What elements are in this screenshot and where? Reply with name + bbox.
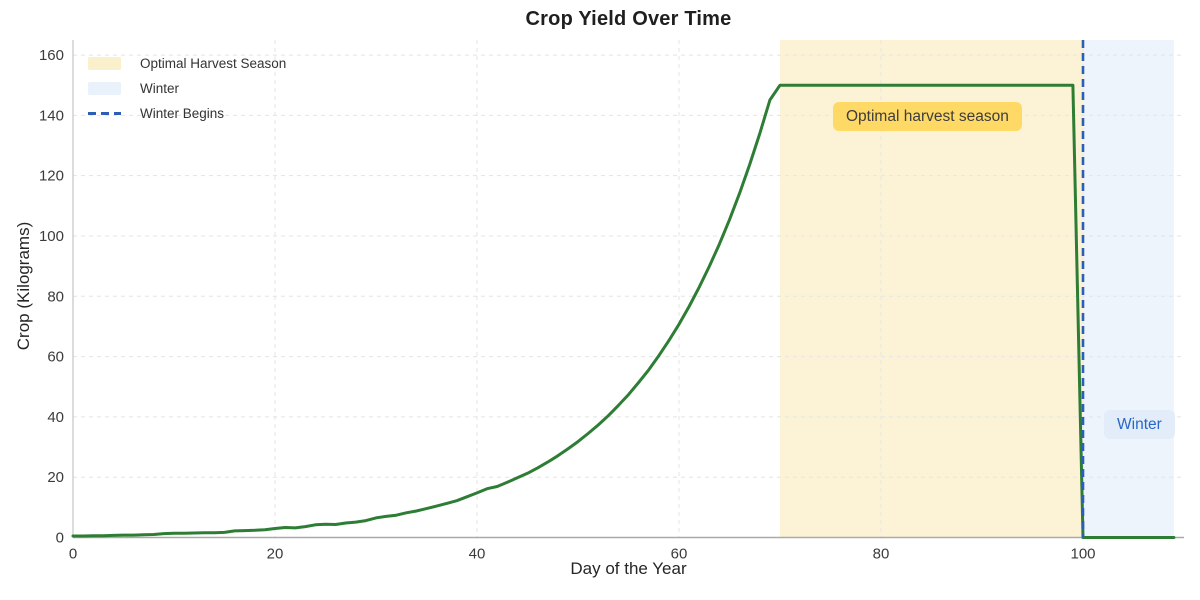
y-tick-label: 60 <box>47 349 64 366</box>
x-axis-label: Day of the Year <box>570 559 687 578</box>
crop-yield-line <box>71 83 1176 539</box>
y-tick-label: 80 <box>47 288 64 305</box>
harvest-annotation-label: Optimal harvest season <box>833 102 1022 131</box>
harvest-season-swatch-icon <box>88 56 121 70</box>
y-tick-label: 0 <box>56 530 64 547</box>
y-tick-label: 160 <box>39 47 64 64</box>
y-tick-label: 40 <box>47 409 64 426</box>
legend-item-winter-begins: Winter Begins <box>88 104 286 122</box>
y-tick-label: 120 <box>39 168 64 185</box>
y-tick-label: 140 <box>39 107 64 124</box>
legend-label: Winter Begins <box>140 105 225 121</box>
winter-swatch-icon <box>88 81 121 95</box>
legend: Optimal Harvest Season Winter Winter Beg… <box>88 54 286 122</box>
x-tick-label: 100 <box>1070 546 1095 563</box>
winter-region <box>1083 40 1174 538</box>
winter-begins-dash-icon <box>88 111 121 115</box>
x-tick-label: 80 <box>873 546 890 563</box>
chart-title: Crop Yield Over Time <box>525 8 732 30</box>
legend-label: Optimal Harvest Season <box>140 55 287 71</box>
x-tick-label: 0 <box>69 546 77 563</box>
legend-label: Winter <box>140 80 180 96</box>
y-tick-label: 100 <box>39 228 64 245</box>
winter-annotation-label: Winter <box>1104 410 1175 439</box>
legend-item-winter: Winter <box>88 79 286 97</box>
y-axis-label: Crop (Kilograms) <box>14 221 33 351</box>
y-tick-label: 20 <box>47 469 64 486</box>
legend-item-optimal-harvest-season: Optimal Harvest Season <box>88 54 286 72</box>
x-tick-label: 60 <box>671 546 688 563</box>
x-tick-label: 20 <box>267 546 284 563</box>
x-tick-label: 40 <box>469 546 486 563</box>
